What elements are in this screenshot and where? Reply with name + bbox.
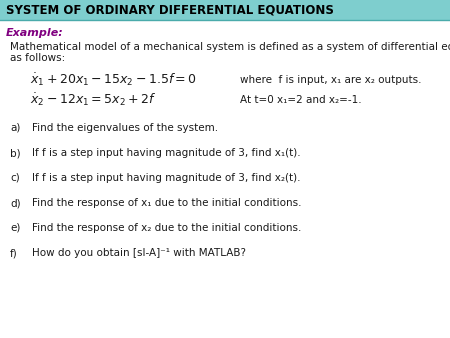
- Text: d): d): [10, 198, 21, 208]
- Text: where  f is input, x₁ are x₂ outputs.: where f is input, x₁ are x₂ outputs.: [240, 75, 422, 85]
- Text: Mathematical model of a mechanical system is defined as a system of differential: Mathematical model of a mechanical syste…: [10, 42, 450, 52]
- Text: as follows:: as follows:: [10, 53, 65, 63]
- Text: Example:: Example:: [6, 28, 64, 38]
- Text: e): e): [10, 223, 20, 233]
- Text: f): f): [10, 248, 18, 258]
- Bar: [0, 0, 450, 20]
- Text: Find the response of x₂ due to the initial conditions.: Find the response of x₂ due to the initi…: [32, 223, 302, 233]
- Text: $\dot{x}_1 + 20x_1 - 15x_2 - 1.5f = 0$: $\dot{x}_1 + 20x_1 - 15x_2 - 1.5f = 0$: [30, 72, 197, 88]
- Text: How do you obtain [sI-A]⁻¹ with MATLAB?: How do you obtain [sI-A]⁻¹ with MATLAB?: [32, 248, 246, 258]
- Text: At t=0 x₁=2 and x₂=-1.: At t=0 x₁=2 and x₂=-1.: [240, 95, 362, 105]
- Text: c): c): [10, 173, 20, 183]
- Text: SYSTEM OF ORDINARY DIFFERENTIAL EQUATIONS: SYSTEM OF ORDINARY DIFFERENTIAL EQUATION…: [6, 3, 334, 17]
- Text: If f is a step input having magnitude of 3, find x₂(t).: If f is a step input having magnitude of…: [32, 173, 301, 183]
- Text: If f is a step input having magnitude of 3, find x₁(t).: If f is a step input having magnitude of…: [32, 148, 301, 158]
- Text: Find the response of x₁ due to the initial conditions.: Find the response of x₁ due to the initi…: [32, 198, 302, 208]
- Text: a): a): [10, 123, 20, 133]
- Text: $\dot{x}_2 - 12x_1 = 5x_2 + 2f$: $\dot{x}_2 - 12x_1 = 5x_2 + 2f$: [30, 92, 156, 108]
- Text: b): b): [10, 148, 21, 158]
- Text: Find the eigenvalues of the system.: Find the eigenvalues of the system.: [32, 123, 218, 133]
